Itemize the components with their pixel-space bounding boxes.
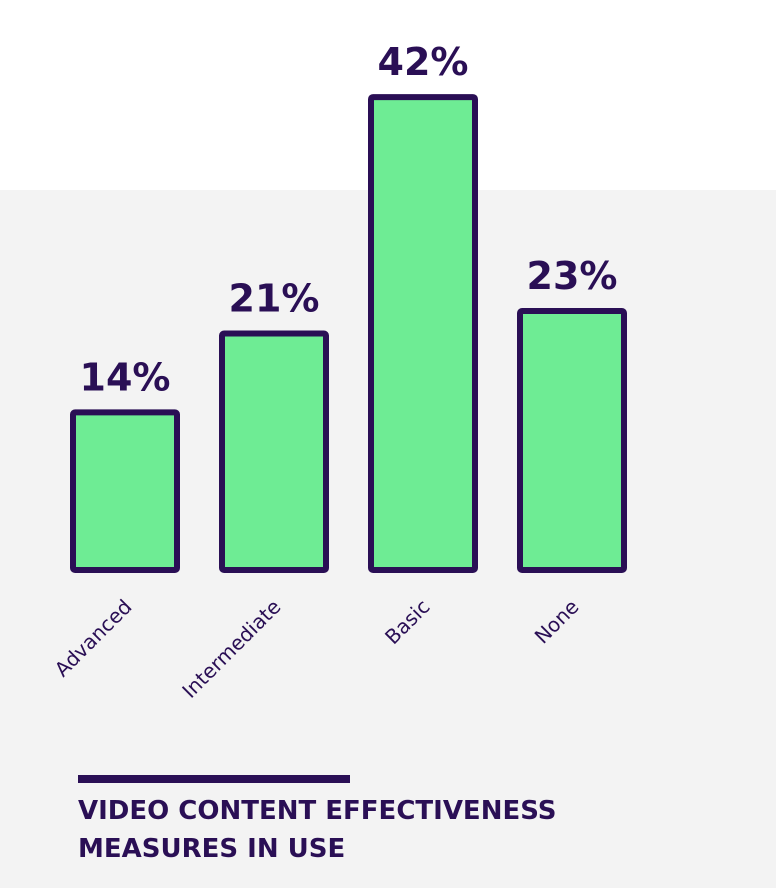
- value-label: 14%: [80, 355, 171, 399]
- x-tick-label: Advanced: [50, 595, 137, 682]
- bar: [219, 330, 329, 574]
- bar: [368, 94, 478, 574]
- value-label: 23%: [527, 254, 618, 298]
- x-tick-label: None: [530, 595, 584, 649]
- title-rule: [78, 775, 350, 783]
- value-label: 21%: [229, 277, 320, 321]
- x-tick-label: Basic: [380, 595, 434, 649]
- x-tick-label: Intermediate: [177, 595, 285, 703]
- value-label: 42%: [378, 40, 469, 84]
- bar: [517, 308, 627, 573]
- chart-title: VIDEO CONTENT EFFECTIVENESS MEASURES IN …: [78, 796, 557, 864]
- bar: [70, 409, 180, 573]
